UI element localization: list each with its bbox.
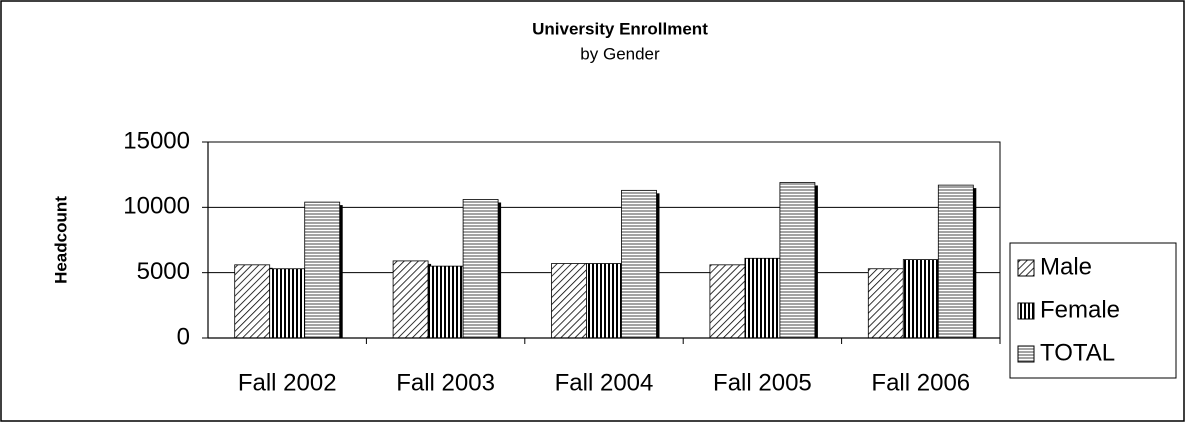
x-tick-label: Fall 2005: [713, 369, 812, 396]
x-tick-label: Fall 2004: [555, 369, 654, 396]
y-axis-label: Headcount: [51, 196, 70, 284]
legend-box: [1009, 242, 1177, 379]
x-tick-label: Fall 2003: [396, 369, 495, 396]
legend-swatch: [1017, 259, 1035, 277]
bar: [937, 184, 974, 339]
legend-label: Male: [1040, 253, 1092, 280]
bar: [621, 189, 657, 339]
chart-subtitle: by Gender: [580, 44, 660, 63]
bar: [392, 260, 429, 339]
bar: [269, 268, 306, 339]
chart-title: University Enrollment: [532, 19, 708, 38]
bar: [427, 265, 464, 339]
bar: [744, 257, 781, 339]
bar: [304, 201, 341, 339]
bar: [779, 182, 816, 339]
legend-label: Female: [1040, 296, 1120, 323]
bar: [586, 263, 622, 339]
bar: [867, 268, 904, 339]
y-tick-label: 15000: [123, 127, 190, 154]
y-tick-label: 5000: [137, 258, 190, 285]
x-tick-label: Fall 2006: [871, 369, 970, 396]
legend-swatch: [1017, 345, 1035, 363]
bar: [551, 263, 587, 339]
bar: [234, 264, 271, 339]
bar: [462, 199, 499, 339]
x-tick-label: Fall 2002: [238, 369, 337, 396]
bar: [709, 264, 746, 339]
y-tick-label: 10000: [123, 193, 190, 220]
legend-swatch: [1017, 302, 1035, 320]
bar: [902, 259, 939, 339]
legend-label: TOTAL: [1040, 339, 1115, 366]
y-tick-label: 0: [177, 323, 190, 350]
